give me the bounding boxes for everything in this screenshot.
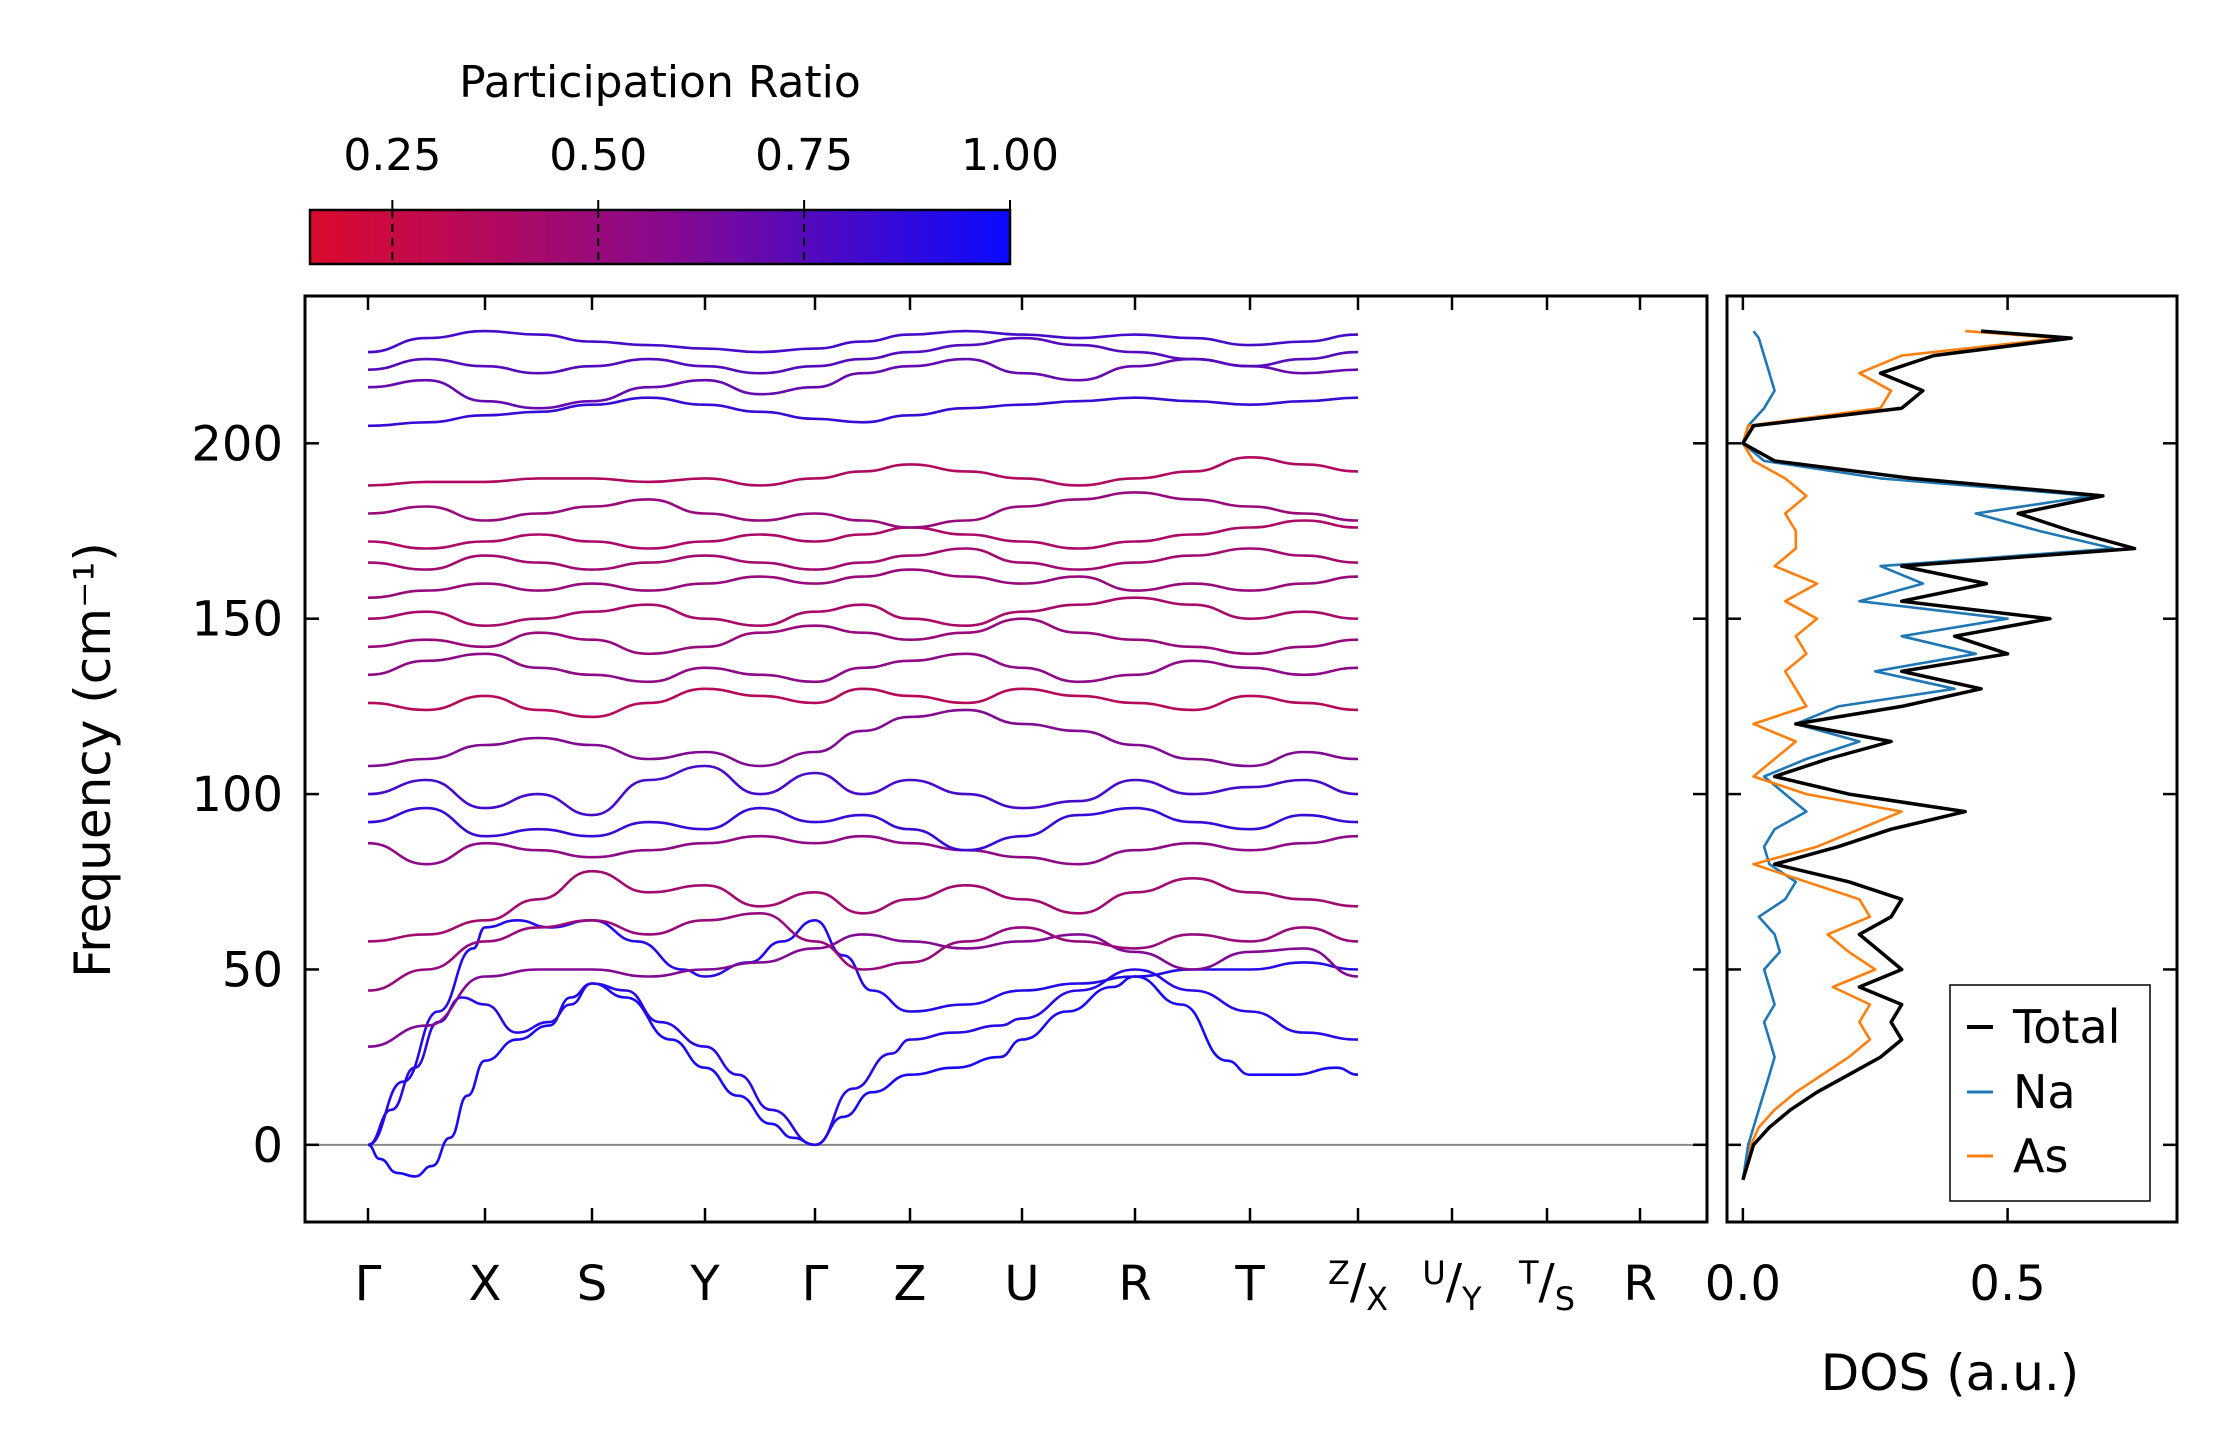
- y-axis-label: Frequency (cm⁻¹): [64, 542, 122, 978]
- phonon-band-opt-58: [367, 869, 1359, 943]
- phonon-band-opt-134: [367, 652, 1359, 684]
- high-symmetry-label: Y: [689, 1256, 720, 1312]
- phonon-band-opt-226: [367, 329, 1359, 354]
- phonon-band-opt-108: [367, 708, 1359, 768]
- y-tick-label: 150: [191, 592, 283, 648]
- legend-label-na: Na: [2013, 1065, 2076, 1119]
- phonon-band-opt-221: [367, 336, 1359, 375]
- high-symmetry-label: T/S: [1518, 1254, 1575, 1318]
- colorbar-tick-label: 0.75: [755, 130, 853, 181]
- phonon-band-opt-180: [367, 491, 1359, 529]
- high-symmetry-label-slash: /: [1539, 1254, 1556, 1310]
- colorbar-gradient: [308, 208, 1012, 266]
- dos-line-as: [1741, 329, 2062, 1181]
- high-symmetry-label: X: [469, 1256, 502, 1312]
- colorbar-ticks: 0.25 0.50 0.75 1.00: [343, 130, 1059, 264]
- high-symmetry-label: Z: [894, 1256, 927, 1312]
- phonon-band-acoustic-2: [367, 968, 1359, 1147]
- high-symmetry-label-lower: S: [1555, 1280, 1575, 1318]
- dos-line-total: [1741, 329, 2137, 1181]
- high-symmetry-label: S: [577, 1256, 607, 1312]
- colorbar-tick-label: 0.50: [549, 130, 647, 181]
- colorbar-tick-label: 0.25: [343, 130, 441, 181]
- legend-label-as: As: [2013, 1129, 2068, 1183]
- phonon-band-opt-206: [367, 396, 1359, 428]
- high-symmetry-label-upper: U: [1422, 1254, 1445, 1292]
- dos-x-tick-label: 0.5: [1969, 1256, 2045, 1312]
- phonon-band-opt-100: [367, 764, 1359, 817]
- high-symmetry-label: Z/X: [1328, 1254, 1388, 1318]
- dos-line-na: [1741, 330, 2115, 1181]
- colorbar-tick-label: 1.00: [961, 130, 1059, 181]
- band-frame: [303, 294, 1709, 1224]
- dos-lines: [1741, 329, 2137, 1181]
- phonon-band-acoustic-3: [367, 918, 1359, 1147]
- high-symmetry-label: R: [1623, 1256, 1656, 1312]
- dos-x-tick-label: 0.0: [1705, 1256, 1781, 1312]
- phonon-band-opt-44: [367, 911, 1359, 992]
- high-symmetry-label-upper: T: [1518, 1254, 1539, 1292]
- phonon-band-opt-150: [367, 596, 1359, 628]
- phonon-band-opt-28: [367, 933, 1359, 1048]
- y-tick-label: 0: [252, 1118, 283, 1174]
- high-symmetry-label: Γ: [355, 1256, 382, 1312]
- y-tick-label: 200: [191, 416, 283, 472]
- phonon-band-opt-166: [367, 547, 1359, 571]
- y-tick-label: 100: [191, 767, 283, 823]
- high-symmetry-label-upper: Z: [1328, 1254, 1350, 1292]
- dos-axes: 0.0 0.5: [1705, 296, 2177, 1312]
- phonon-band-opt-86: [367, 834, 1359, 866]
- high-symmetry-label-slash: /: [1350, 1254, 1367, 1310]
- colorbar-title: Participation Ratio: [459, 57, 861, 108]
- dos-x-axis-label: DOS (a.u.): [1821, 1344, 2080, 1402]
- colorbar: Participation Ratio 0.25 0.50 0.75 1.00: [308, 57, 1059, 266]
- high-symmetry-label: T: [1234, 1256, 1265, 1312]
- phonon-band-opt-172: [367, 519, 1359, 550]
- phonon-band-opt-188: [367, 455, 1359, 487]
- high-symmetry-label: U: [1004, 1256, 1039, 1312]
- y-tick-label: 50: [222, 942, 283, 998]
- high-symmetry-label-slash: /: [1446, 1254, 1463, 1310]
- high-symmetry-label-lower: Y: [1461, 1280, 1482, 1318]
- high-symmetry-label: U/Y: [1422, 1254, 1482, 1318]
- dos-panel: 0.0 0.5 DOS (a.u.) Total Na As: [1705, 294, 2179, 1402]
- high-symmetry-label-lower: X: [1366, 1280, 1388, 1318]
- high-symmetry-label: R: [1118, 1256, 1151, 1312]
- band-lines: [305, 329, 1707, 1178]
- legend-label-total: Total: [2012, 1000, 2120, 1054]
- high-symmetry-label: Γ: [802, 1256, 829, 1312]
- dos-frame: [1725, 294, 2179, 1224]
- phonon-band-opt-142: [367, 617, 1359, 656]
- phonon-band-opt-126: [367, 687, 1359, 719]
- phonon-band-opt-156: [367, 568, 1359, 599]
- dos-legend: Total Na As: [1949, 984, 2151, 1202]
- phonon-band-opt-92: [367, 806, 1359, 852]
- phonon-band-acoustic-1: [367, 975, 1359, 1178]
